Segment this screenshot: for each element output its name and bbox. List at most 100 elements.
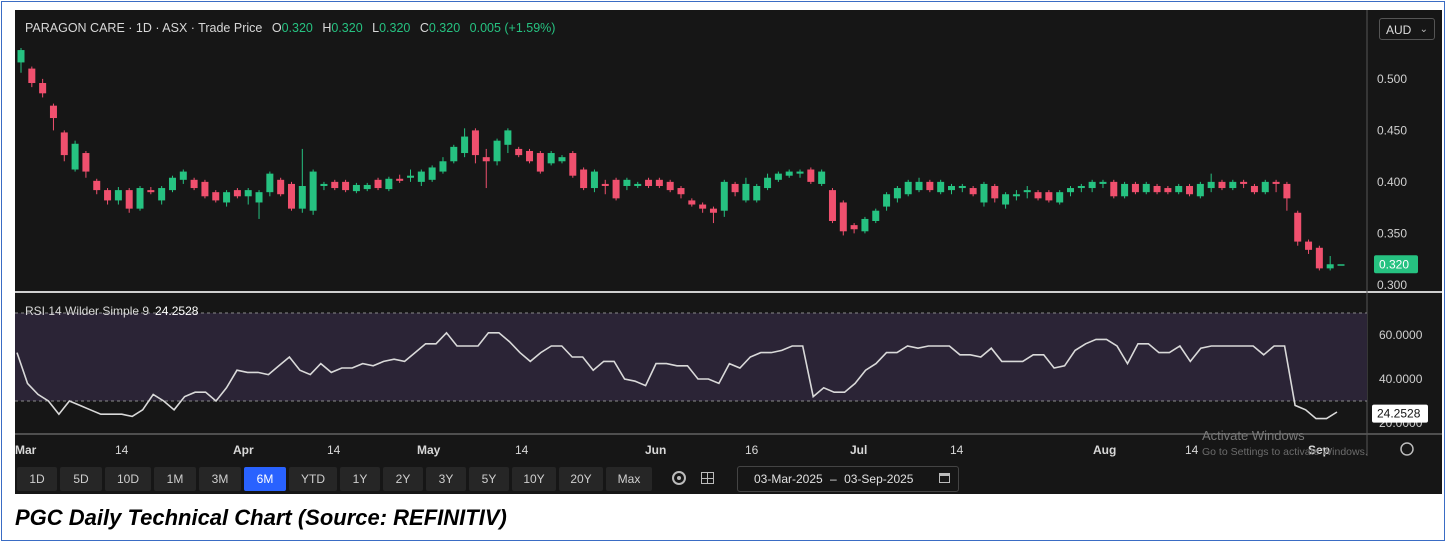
range-button-10d[interactable]: 10D <box>105 467 151 491</box>
candle-body <box>590 171 598 189</box>
rsi-legend: RSI 14 Wilder Simple 9 24.2528 <box>25 304 198 318</box>
candle-body <box>612 179 620 199</box>
candle <box>1218 179 1226 191</box>
candle <box>1088 179 1096 193</box>
candle <box>1250 183 1258 195</box>
candle <box>212 190 220 203</box>
candle-body <box>915 181 923 191</box>
candle <box>1186 183 1194 197</box>
candle <box>125 188 133 213</box>
range-button-20y[interactable]: 20Y <box>559 467 603 491</box>
date-separator: – <box>830 472 837 486</box>
candle <box>958 183 966 193</box>
candle <box>244 188 252 205</box>
candle-body <box>547 153 555 164</box>
candle-body <box>1196 183 1204 197</box>
range-button-5d[interactable]: 5D <box>60 467 102 491</box>
candle <box>818 169 826 186</box>
candle-body <box>1305 241 1313 250</box>
x-axis-label: 14 <box>515 443 529 457</box>
price-badge <box>1374 255 1418 274</box>
candle <box>688 198 696 207</box>
candle <box>991 183 999 203</box>
candle-body <box>1012 194 1020 197</box>
candle-body <box>471 130 479 156</box>
range-button-ytd[interactable]: YTD <box>289 467 337 491</box>
candle-body <box>828 190 836 222</box>
candle <box>547 150 555 166</box>
candle-body <box>504 130 512 145</box>
candle <box>1272 179 1280 193</box>
candle <box>1099 179 1107 189</box>
date-to: 03-Sep-2025 <box>844 472 914 486</box>
price-legend: PARAGON CARE · 1D · ASX · Trade Price O0… <box>25 21 555 35</box>
candle-body <box>709 208 717 213</box>
candle-body <box>991 185 999 199</box>
rsi-tick-label: 60.0000 <box>1379 328 1423 342</box>
range-button-1d[interactable]: 1D <box>17 467 57 491</box>
candle-body <box>904 181 912 195</box>
x-axis-label: 14 <box>950 443 964 457</box>
low-label: L <box>372 21 380 35</box>
candle-body <box>839 202 847 232</box>
candle <box>374 177 382 191</box>
candle <box>515 146 523 158</box>
candle-body <box>374 179 382 189</box>
trading-chart: 0.500 0.450 0.400 0.350 0.300 0.320 60.0000 40.… <box>15 10 1442 494</box>
currency-select[interactable]: AUD ⌄ <box>1379 18 1435 40</box>
candle-body <box>190 179 198 189</box>
range-button-2y[interactable]: 2Y <box>383 467 423 491</box>
candle <box>720 179 728 217</box>
watermark-subtitle: Go to Settings to activate Windows. <box>1202 446 1368 458</box>
range-button-10y[interactable]: 10Y <box>512 467 556 491</box>
candle <box>1023 185 1031 199</box>
candle-body <box>342 181 350 191</box>
candle <box>385 176 393 192</box>
range-button-3m[interactable]: 3M <box>199 467 241 491</box>
table-icon[interactable] <box>701 472 714 484</box>
candle-body <box>893 188 901 199</box>
range-button-6m[interactable]: 6M <box>244 467 286 491</box>
candle-body <box>1164 188 1172 193</box>
candle-body <box>320 183 328 186</box>
candle <box>731 181 739 197</box>
candle-body <box>1337 264 1345 266</box>
calendar-icon <box>939 473 950 483</box>
candle <box>1326 256 1334 271</box>
candle-body <box>580 169 588 189</box>
candle-body <box>287 183 295 209</box>
candle <box>320 181 328 191</box>
candle <box>850 223 858 234</box>
candle-body <box>82 153 90 172</box>
rsi-tick-label: 40.0000 <box>1379 372 1423 386</box>
candle-body <box>417 171 425 182</box>
date-range-picker[interactable]: 03-Mar-2025 – 03-Sep-2025 <box>737 466 959 492</box>
candle-body <box>850 225 858 230</box>
candle-body <box>1034 192 1042 199</box>
candle-body <box>818 171 826 184</box>
candle <box>742 177 750 203</box>
range-button-5y[interactable]: 5Y <box>469 467 509 491</box>
candle <box>1305 239 1313 254</box>
range-button-1y[interactable]: 1Y <box>340 467 380 491</box>
chart-canvas[interactable]: 0.500 0.450 0.400 0.350 0.300 0.320 60.0000 40.… <box>15 10 1442 494</box>
candle-body <box>569 153 577 176</box>
candle-body <box>861 218 869 232</box>
rsi-badge <box>1372 404 1428 423</box>
candle <box>407 169 415 182</box>
range-button-max[interactable]: Max <box>606 467 652 491</box>
candle <box>287 181 295 211</box>
price-tick-label: 0.350 <box>1377 226 1407 240</box>
candle <box>1315 245 1323 271</box>
candle <box>774 171 782 182</box>
candle <box>590 169 598 193</box>
range-button-1m[interactable]: 1M <box>154 467 196 491</box>
candle <box>482 148 490 189</box>
range-button-3y[interactable]: 3Y <box>426 467 466 491</box>
rsi-badge-label: 24.2528 <box>1377 407 1421 421</box>
candle <box>764 173 772 191</box>
gear-icon[interactable] <box>672 471 686 485</box>
candle <box>1229 179 1237 191</box>
candle-body <box>601 183 609 186</box>
settings-icon <box>1400 442 1414 456</box>
